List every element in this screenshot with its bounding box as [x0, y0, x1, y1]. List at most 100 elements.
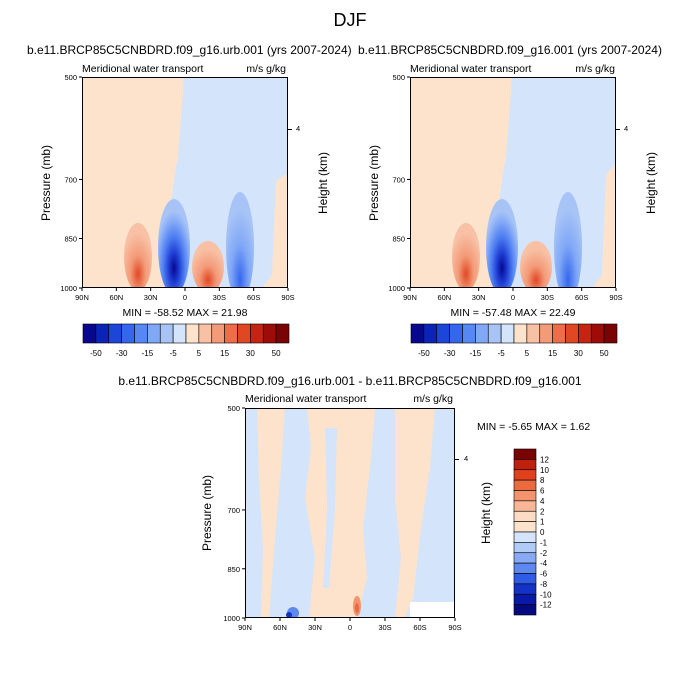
panel-3-left-label: Meridional water transport: [245, 393, 367, 405]
panel-2-border: [410, 77, 616, 288]
colorbar-right-label: -5: [498, 349, 506, 358]
colorbar-left-swatch: [185, 323, 200, 344]
panel-2-x-tick-label: 30S: [541, 293, 554, 302]
panel-1-x-tick-label: 30S: [213, 293, 226, 302]
colorbar-vertical-label: 4: [540, 497, 545, 506]
panel-3-x-tick-label: 0: [348, 623, 352, 632]
panel-3-missing-region: [410, 602, 455, 618]
colorbar-left-swatch: [275, 323, 290, 344]
panel-3-positive-band-3: [395, 408, 435, 618]
colorbar-vertical-label: 1: [540, 518, 545, 527]
panel-1-positive-lobe-north: [124, 223, 152, 288]
panel-2-title: b.e11.BRCP85C5CNBDRD.f09_g16.001 (yrs 20…: [358, 43, 662, 57]
colorbar-vertical-label: 0: [540, 528, 545, 537]
colorbar-left-label: 15: [220, 349, 229, 358]
panel-1-y-label: Pressure (mb): [39, 145, 53, 222]
colorbar-left-swatch: [159, 323, 174, 344]
panel-2-positive-lobe-south: [520, 241, 552, 288]
colorbar-left-swatch: [82, 323, 97, 344]
colorbar-left-swatch: [172, 323, 187, 344]
panel-3-y2-tick-4: 4: [464, 454, 469, 463]
colorbar-right-swatch: [578, 323, 592, 344]
panel-1-y2-label: Height (km): [316, 152, 330, 215]
colorbar-left-swatch: [211, 323, 225, 344]
panel-1-blue-cell-equator: [158, 199, 190, 288]
colorbar-right-swatch: [436, 323, 450, 344]
colorbar-left-swatch: [134, 323, 148, 344]
panel-3-x-tick-label: 30S: [378, 623, 391, 632]
panel-2-x-tick-label: 30N: [472, 293, 486, 302]
panel-1-x-tick-label: 90S: [281, 293, 294, 302]
colorbar-vertical-label: -10: [540, 590, 552, 599]
colorbar-vertical-swatch: [513, 562, 537, 574]
colorbar-vertical-swatch: [513, 510, 537, 522]
colorbar-left-label: 50: [272, 349, 281, 358]
colorbar-left-swatch: [121, 323, 135, 344]
panel-2-y-tick-label: 850: [392, 235, 405, 244]
colorbar-vertical-swatch: [513, 459, 537, 471]
panel-2-positive-lobe-north: [452, 223, 480, 288]
panel-2-blue-cell-equator: [486, 199, 518, 288]
colorbar-right-label: 15: [548, 349, 557, 358]
panel-2-left-label: Meridional water transport: [410, 63, 532, 75]
panel-3-x-tick-label: 90S: [448, 623, 461, 632]
colorbar-left-swatch: [250, 323, 264, 344]
panel-1-y-tick-label: 1000: [60, 284, 77, 293]
colorbar-vertical-label: 10: [540, 466, 549, 475]
colorbar-left-label: -15: [142, 349, 154, 358]
panel-3-positive-band-1: [257, 408, 285, 618]
colorbar-right-label: 30: [574, 349, 583, 358]
colorbar-left-label: 30: [246, 349, 255, 358]
colorbar-left-label: -5: [170, 349, 178, 358]
colorbar-vertical-label: -1: [540, 538, 548, 547]
panel-3-x-tick-label: 60N: [273, 623, 287, 632]
panel-2-x-ticks: 90N 60N 30N 0 30S 60S 90S: [403, 288, 623, 302]
colorbar-right-swatch: [539, 323, 553, 344]
panel-1-x-tick-label: 60S: [247, 293, 260, 302]
panel-2-y2-label: Height (km): [644, 152, 658, 215]
colorbar-vertical-label: 8: [540, 476, 545, 485]
colorbar-left: -50 -30 -15 -5 5 15 30 50: [82, 323, 290, 358]
panel-3-x-tick-label: 90N: [238, 623, 252, 632]
panel-3-title: b.e11.BRCP85C5CNBDRD.f09_g16.urb.001 - b…: [118, 374, 582, 388]
colorbar-left-swatch: [262, 323, 277, 344]
colorbar-vertical-swatch: [513, 469, 537, 481]
colorbar-right-swatch: [410, 323, 425, 344]
panel-1-minmax: MIN = -58.52 MAX = 21.98: [122, 307, 248, 319]
panel-1-y-tick-label: 500: [64, 73, 77, 82]
panel-3-right-label: m/s g/kg: [413, 393, 453, 405]
panel-1-y-ticks: 500 700 850 1000: [60, 73, 82, 293]
colorbar-vertical-label: -2: [540, 549, 548, 558]
colorbar-vertical-label: -8: [540, 580, 548, 589]
colorbar-vertical-swatch: [513, 479, 537, 491]
colorbar-right-swatch: [449, 323, 463, 344]
panel-3-positive-band-2: [305, 408, 375, 618]
panel-1-negative-region: [168, 77, 288, 288]
colorbar-vertical-label: 12: [540, 455, 549, 464]
colorbar-right-swatch: [590, 323, 605, 344]
colorbar-left-swatch: [108, 323, 122, 344]
colorbar-right-swatch: [423, 323, 438, 344]
panel-2-y-tick-label: 500: [392, 73, 405, 82]
colorbar-right-swatch: [487, 323, 502, 344]
colorbar-vertical-swatch: [513, 500, 537, 512]
colorbar-vertical-label: -12: [540, 601, 552, 610]
panel-2-y-ticks: 500 700 850 1000: [388, 73, 410, 293]
panel-3-axes: 500 700 850 1000 90N 60N 30N 0 30S 60S 90S: [223, 404, 461, 632]
panel-2-blue-cell-south: [554, 192, 582, 288]
panel-3-positive-spot-2: [355, 603, 359, 613]
panel-3-y-ticks: 500 700 850 1000: [223, 404, 245, 623]
panel-1-x-tick-label: 90N: [75, 293, 89, 302]
panel-1-y2-tick-4: 4: [296, 124, 301, 133]
panel-2-plot: [410, 77, 616, 288]
panel-1-x-tick-label: 0: [183, 293, 187, 302]
panel-1-left-label: Meridional water transport: [82, 63, 204, 75]
colorbar-right-swatch: [500, 323, 515, 344]
colorbar-vertical-swatch: [513, 490, 537, 502]
colorbar-vertical-swatch: [513, 531, 537, 543]
colorbar-left-label: 5: [197, 349, 202, 358]
panel-2-x-tick-label: 60N: [437, 293, 451, 302]
colorbar-left-swatch: [147, 323, 161, 344]
colorbar-right-label: -15: [470, 349, 482, 358]
